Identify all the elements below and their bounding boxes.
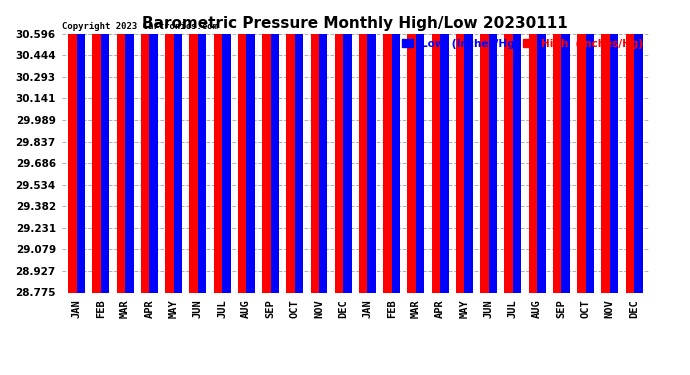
Bar [408, 0, 416, 292]
Bar [383, 0, 392, 292]
Bar [165, 0, 174, 292]
Bar [77, 0, 85, 292]
Bar [368, 0, 376, 292]
Bar [432, 0, 440, 292]
Bar [343, 0, 352, 292]
Bar [602, 0, 610, 292]
Text: Copyright 2023 Cartronics.com: Copyright 2023 Cartronics.com [62, 22, 218, 31]
Bar [117, 0, 125, 292]
Bar [489, 0, 497, 292]
Bar [456, 0, 464, 292]
Bar [440, 0, 449, 292]
Bar [310, 0, 319, 292]
Bar [270, 0, 279, 292]
Bar [586, 0, 594, 292]
Bar [262, 0, 270, 292]
Bar [335, 0, 343, 292]
Bar [553, 0, 562, 292]
Bar [101, 0, 109, 292]
Bar [286, 0, 295, 292]
Bar [295, 0, 303, 292]
Bar [319, 0, 328, 292]
Bar [92, 0, 101, 292]
Bar [513, 0, 522, 292]
Bar [537, 0, 546, 292]
Bar [529, 0, 537, 292]
Bar [610, 0, 618, 292]
Bar [504, 0, 513, 292]
Bar [238, 0, 246, 292]
Bar [416, 0, 424, 292]
Bar [198, 0, 206, 292]
Bar [189, 0, 198, 292]
Bar [68, 0, 77, 292]
Bar [480, 0, 489, 292]
Bar [125, 0, 134, 292]
Bar [141, 0, 149, 292]
Bar [577, 0, 586, 292]
Title: Barometric Pressure Monthly High/Low 20230111: Barometric Pressure Monthly High/Low 202… [142, 16, 569, 31]
Bar [359, 0, 368, 292]
Bar [214, 0, 222, 292]
Bar [222, 0, 230, 292]
Bar [464, 0, 473, 292]
Bar [626, 0, 634, 292]
Bar [174, 0, 182, 292]
Legend: Low  (Inches/Hg), High  (Inches/Hg): Low (Inches/Hg), High (Inches/Hg) [402, 39, 643, 49]
Bar [562, 0, 570, 292]
Bar [149, 0, 158, 292]
Bar [392, 0, 400, 292]
Bar [246, 0, 255, 292]
Bar [634, 0, 642, 292]
